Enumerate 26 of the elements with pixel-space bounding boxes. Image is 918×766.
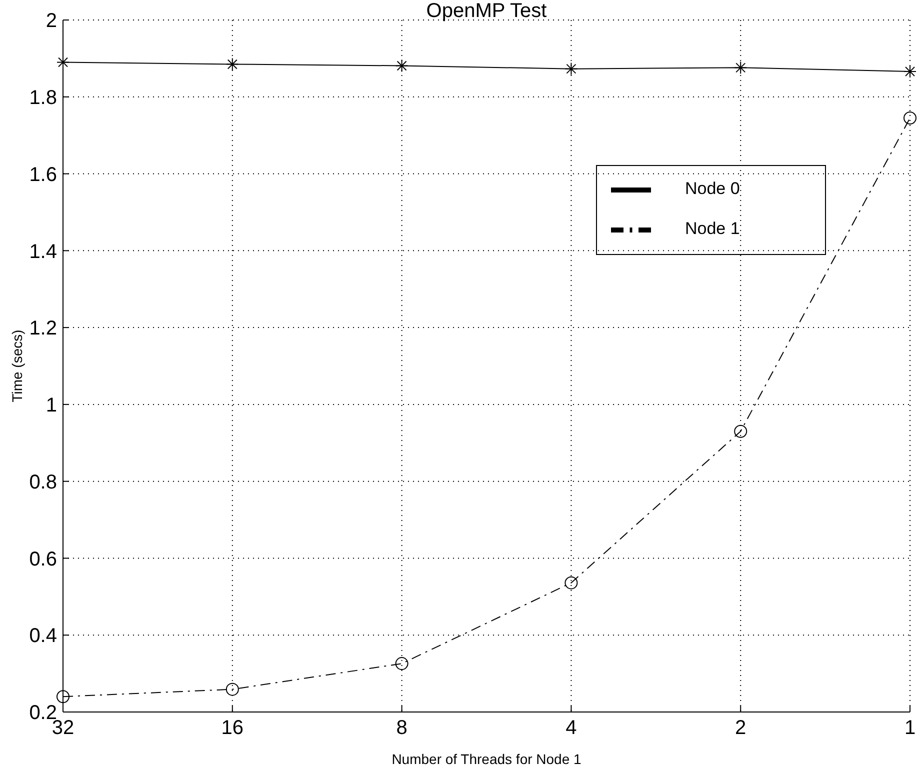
x-tick-label: 16	[221, 717, 244, 740]
y-tick-label: 1.4	[29, 240, 57, 263]
x-tick-label: 1	[904, 717, 916, 740]
y-tick-label: 1.2	[29, 318, 57, 340]
point	[734, 424, 748, 438]
point	[395, 657, 408, 670]
x-tick-label: 8	[396, 717, 408, 740]
point	[56, 690, 70, 704]
legend-label: Node 1	[685, 219, 740, 238]
x-axis-title: Number of Threads for Node 1	[392, 751, 582, 766]
y-tick-label: 2	[46, 10, 57, 32]
y-tick-label: 0.8	[29, 471, 57, 494]
y-tick-label: 1.6	[29, 164, 57, 186]
y-tick-label: 0.4	[29, 625, 57, 648]
y-tick-label: 0.6	[29, 548, 57, 570]
point	[904, 112, 916, 125]
y-tick-label: 1	[46, 394, 57, 417]
y-axis-title: Time (secs)	[8, 330, 25, 402]
x-tick-label: 4	[566, 717, 577, 740]
x-tick-label: 32	[52, 717, 74, 740]
point	[226, 682, 239, 696]
x-tick-label: 2	[735, 717, 746, 740]
point	[564, 576, 578, 590]
chart-title: OpenMP Test	[425, 0, 548, 23]
y-tick-label: 1.8	[29, 86, 57, 109]
legend-label: Node 0	[685, 179, 740, 198]
